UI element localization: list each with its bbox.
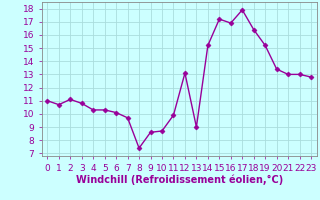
- X-axis label: Windchill (Refroidissement éolien,°C): Windchill (Refroidissement éolien,°C): [76, 174, 283, 185]
